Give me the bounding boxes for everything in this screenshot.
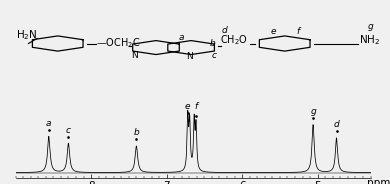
Text: c: c (66, 126, 71, 135)
Text: d: d (334, 121, 339, 130)
Text: $\mathsf{—OCH_2C}$: $\mathsf{—OCH_2C}$ (96, 36, 140, 50)
Text: f: f (297, 27, 300, 36)
Text: g: g (368, 22, 373, 31)
Text: c: c (211, 51, 216, 60)
Text: d: d (222, 26, 227, 35)
Text: a: a (46, 119, 51, 128)
Text: g: g (310, 107, 316, 116)
Text: b: b (133, 128, 139, 137)
Text: e: e (270, 27, 276, 36)
Text: a: a (179, 33, 184, 42)
Text: e: e (185, 102, 190, 111)
Text: N: N (131, 51, 138, 60)
Text: $\mathsf{CH_2O}$: $\mathsf{CH_2O}$ (220, 34, 248, 47)
Text: $\mathsf{H_2N}$: $\mathsf{H_2N}$ (16, 29, 37, 42)
Text: $\mathsf{NH_2}$: $\mathsf{NH_2}$ (359, 34, 380, 47)
Text: f: f (195, 102, 198, 111)
Text: ppm: ppm (367, 178, 390, 184)
Text: b: b (210, 39, 215, 48)
Text: N: N (186, 52, 193, 61)
